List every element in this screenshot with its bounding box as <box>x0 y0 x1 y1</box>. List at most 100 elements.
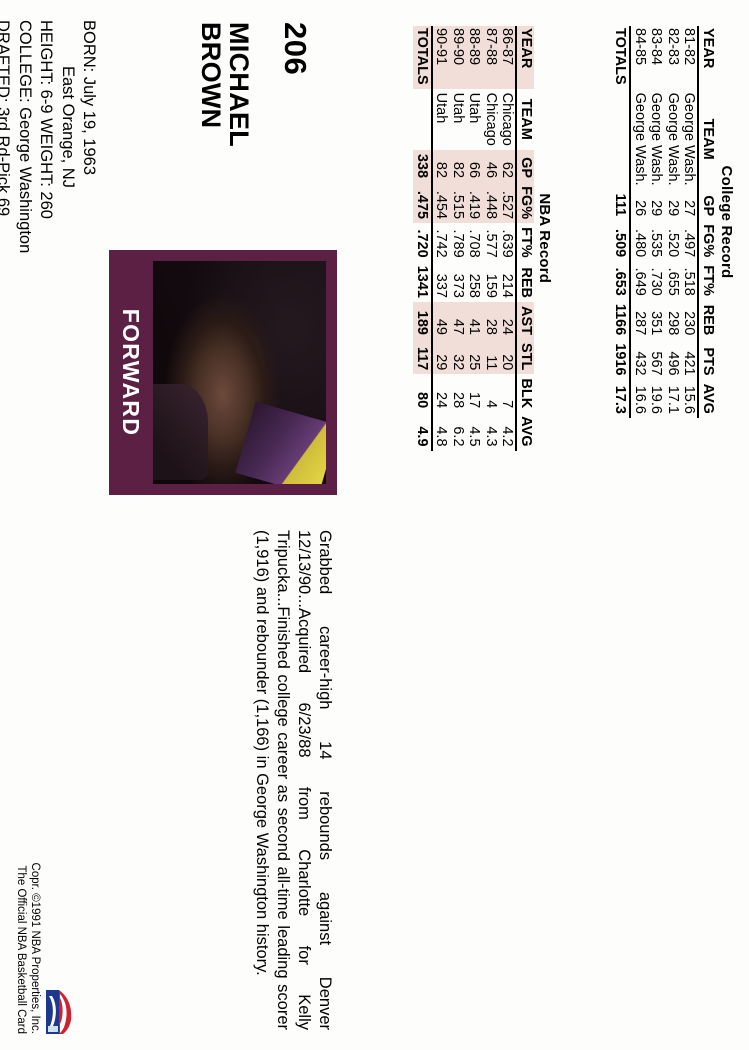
table-cell: 4.3 <box>483 426 499 447</box>
column-header-gp: GP <box>516 149 534 183</box>
column-header-year: YEAR <box>698 26 716 89</box>
table-cell: 28 <box>450 392 466 409</box>
table-cell: 111 <box>612 189 631 221</box>
table-cell: 24 <box>499 301 517 339</box>
table-cell: 214 <box>499 273 516 298</box>
table-cell: 82 <box>432 149 450 183</box>
table-cell: 24 <box>433 392 450 409</box>
table-cell: 27 <box>681 200 698 217</box>
college-record-title: College Record <box>718 165 735 279</box>
nba-hoops-logo <box>46 990 72 1034</box>
table-row: 81-82 George Wash. 27 .497 .518 230 421 15.6 <box>681 26 699 418</box>
player-bio-details: BORN: July 19, 1963 East Orange, NJ HEIG… <box>0 20 99 520</box>
player-first-name: MICHAEL <box>224 22 254 148</box>
totals-row: TOTALS 338.475.720 1341 189 117 80 4.9 <box>413 26 432 451</box>
table-cell: 17.1 <box>665 385 681 414</box>
table-cell: TOTALS <box>413 26 432 89</box>
totals-row: TOTALS 111.509.653 1166 1916 17.3 <box>612 26 631 418</box>
column-header-avg: AVG <box>516 412 534 451</box>
player-bio-paragraph: Grabbed career-high 14 rebounds against … <box>252 530 334 1030</box>
table-cell: 258 <box>466 273 483 298</box>
table-cell: 15.6 <box>681 385 698 414</box>
column-header-reb: REB <box>698 299 716 340</box>
table-cell: 62 <box>499 149 517 183</box>
table-cell: 117 <box>413 338 432 375</box>
table-cell: 17.3 <box>612 379 631 418</box>
table-row: 86-87 Chicago 62.527 .639 214 24 20 7 4.2 <box>499 26 517 451</box>
table-cell: 49 <box>432 301 450 339</box>
table-cell: 17 <box>466 392 483 409</box>
table-header-row: YEAR TEAM GP FG% FT% REB AST STL BLK AVG <box>516 26 534 451</box>
table-cell: 421 <box>681 351 698 376</box>
table-cell: .419 <box>466 182 483 224</box>
table-cell: 1166 <box>612 299 631 340</box>
card-number: 206 <box>278 22 313 76</box>
college-record-block: College Record YEAR TEAM GP FG% FT% REB PTS AVG… <box>612 26 735 418</box>
table-cell: 82-83 <box>665 28 681 66</box>
table-row: 90-91 Utah 82.454 .742 337 49 29 24 4.8 <box>432 26 450 451</box>
table-cell: 298 <box>665 311 681 336</box>
table-cell: .742 <box>433 229 450 258</box>
table-cell: .649 <box>632 267 648 296</box>
table-cell: 28 <box>482 301 499 339</box>
table-cell: 29 <box>432 338 450 375</box>
table-cell: 287 <box>632 311 648 336</box>
table-cell: 83-84 <box>648 28 665 66</box>
table-cell: 20 <box>499 338 517 375</box>
table-cell: 87-88 <box>482 26 499 89</box>
column-header-avg: AVG <box>698 379 716 418</box>
table-cell: 337 <box>433 273 450 298</box>
table-cell: .639 <box>499 229 516 258</box>
table-cell: .520 <box>665 229 681 258</box>
column-header-team: TEAM <box>516 88 534 150</box>
card-bottom-area: 206 MICHAEL BROWN FORWARD BORN: July 19,… <box>0 0 349 1050</box>
table-cell: 86-87 <box>499 26 517 89</box>
player-name: MICHAEL BROWN <box>195 22 254 148</box>
table-body: 86-87 Chicago 62.527.639 214 24 20 7 4.2 87-88 Ch… <box>413 26 517 451</box>
table-cell: .475 <box>413 182 432 224</box>
table-cell: 4.2 <box>499 426 516 447</box>
table-body: 81-82 George Wash. 27.497.518 230 421 15.6 82-… <box>612 26 699 418</box>
table-cell: 80 <box>413 374 432 413</box>
table-cell: .789 <box>450 229 466 258</box>
column-header-gp: GP <box>698 189 716 221</box>
table-cell: 25 <box>466 338 483 375</box>
table-cell: 84-85 <box>632 28 648 66</box>
table-row: 88-89 Utah 66.419 .708 258 41 25 17 4.5 <box>466 26 483 451</box>
table-cell: 159 <box>483 273 499 298</box>
table-cell: 4.9 <box>413 412 432 451</box>
table-cell: .509 <box>612 220 631 262</box>
column-header-ast: AST <box>516 301 534 339</box>
table-cell: 432 <box>632 351 648 376</box>
table-cell: 351 <box>648 311 665 336</box>
table-cell: 11 <box>482 338 499 375</box>
column-header-reb: REB <box>516 261 534 302</box>
table-cell: .535 <box>648 229 665 258</box>
table-cell: 29 <box>648 200 665 217</box>
column-header-stl: STL <box>516 338 534 375</box>
player-photo <box>148 261 326 484</box>
table-cell: Chicago <box>483 92 499 146</box>
table-cell: Chicago <box>499 92 516 146</box>
table-cell: George Wash. <box>632 92 648 186</box>
table-cell: George Wash. <box>665 92 681 186</box>
column-header-fg-: FG% <box>698 220 716 262</box>
column-header-fg-: FG% <box>516 182 534 224</box>
bio-college: COLLEGE: George Washington <box>15 20 34 254</box>
table-cell: Utah <box>466 92 483 124</box>
table-cell: 1341 <box>413 261 432 302</box>
table-cell: 19.6 <box>648 385 665 414</box>
column-header-ft-: FT% <box>516 223 534 262</box>
table-cell: .708 <box>466 229 483 258</box>
table-cell: 29 <box>665 200 681 217</box>
table-cell: 46 <box>482 149 499 183</box>
table-cell: .497 <box>681 229 698 258</box>
player-last-name: BROWN <box>195 22 226 129</box>
table-cell: .480 <box>632 229 648 258</box>
table-cell: .655 <box>665 267 681 296</box>
table-cell: 47 <box>449 301 466 339</box>
copyright-line-2: The Official NBA Basketball Card <box>15 865 28 1034</box>
column-header-ft-: FT% <box>698 261 716 300</box>
